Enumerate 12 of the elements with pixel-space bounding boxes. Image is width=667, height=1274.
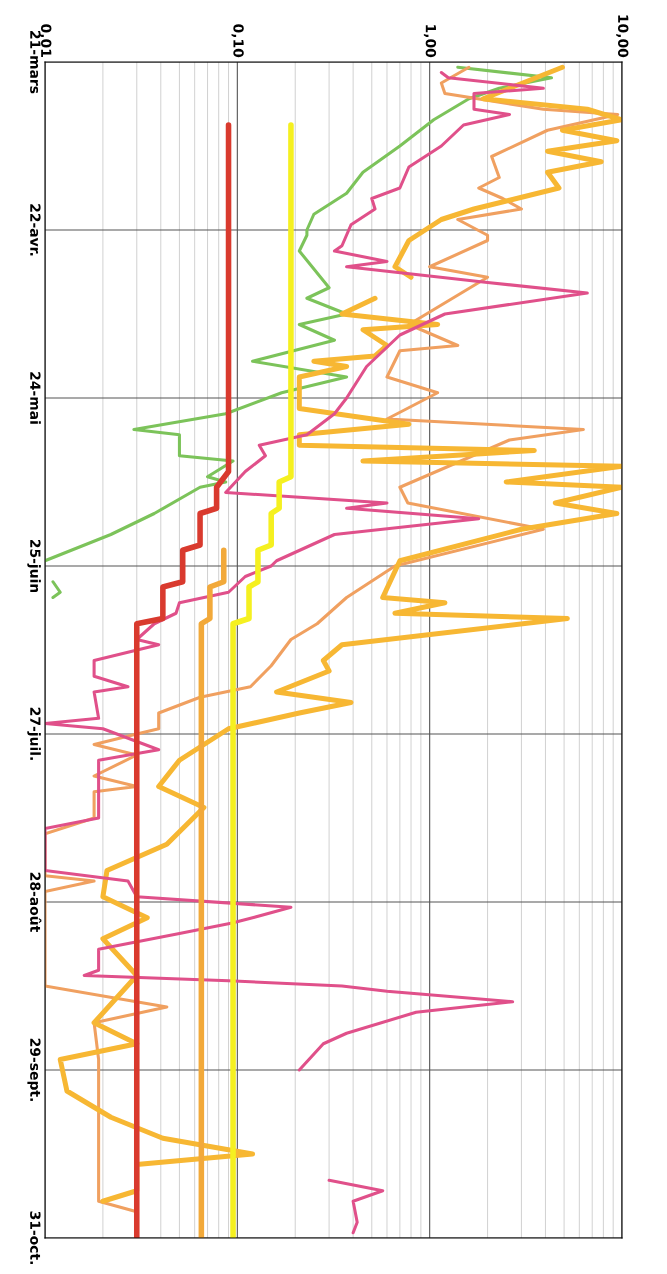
y-tick-label: 22-avr. bbox=[30, 204, 41, 256]
y-tick-label: 29-sept. bbox=[27, 1038, 41, 1101]
y-tick-label: 31-oct. bbox=[30, 1211, 41, 1264]
x-tick-label: 1,00 bbox=[423, 25, 437, 58]
y-tick-label: 27-juil. bbox=[27, 707, 41, 760]
y-tick-label: 25-juin bbox=[27, 539, 41, 593]
y-tick-label: 24-mai bbox=[30, 372, 41, 424]
x-tick-label: 0,10 bbox=[231, 24, 244, 58]
y-tick-label: 21-mars bbox=[30, 31, 41, 94]
x-tick-label: 10,00 bbox=[616, 15, 629, 58]
y-tick-label: 28-août bbox=[30, 872, 42, 932]
x-tick-label: 0,01 bbox=[39, 24, 52, 57]
